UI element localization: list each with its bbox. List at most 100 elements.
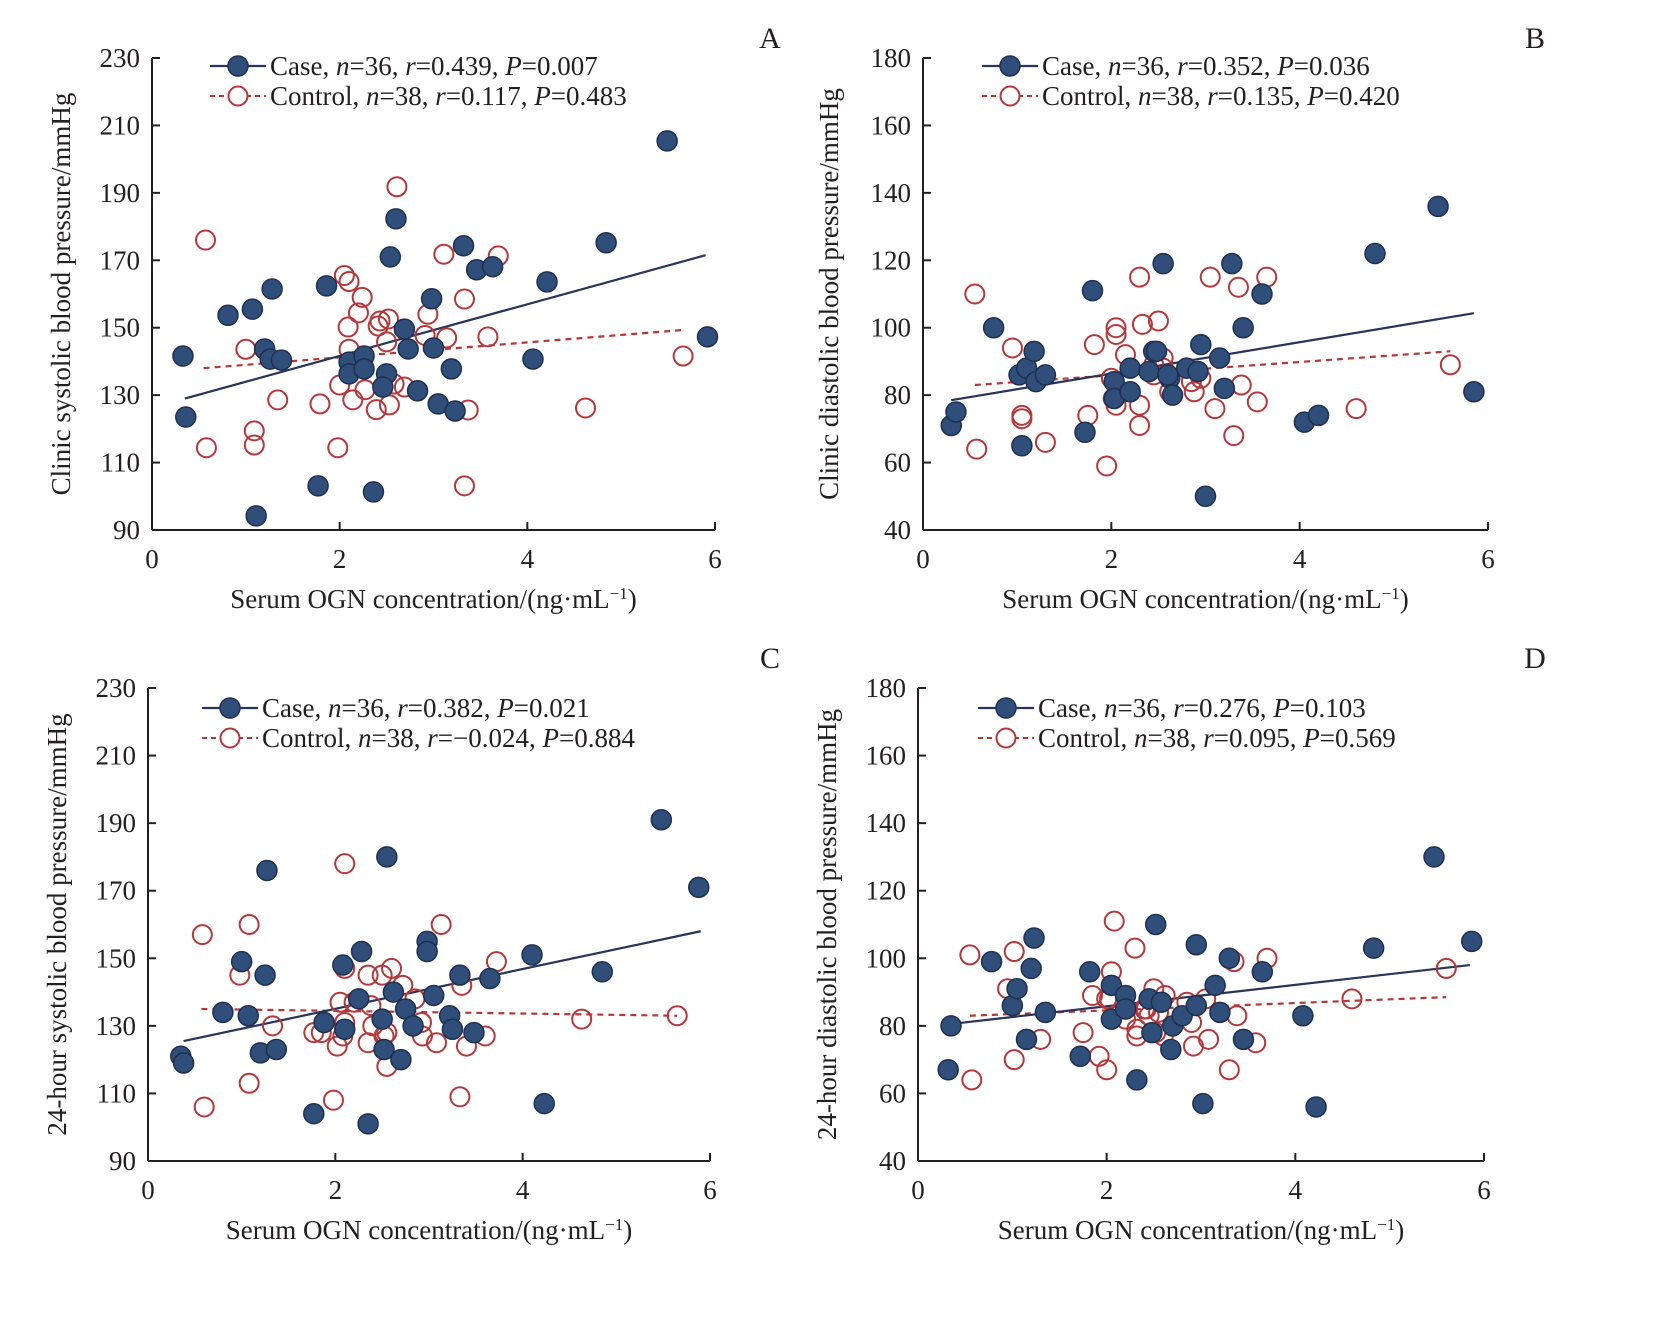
case-point xyxy=(595,232,617,254)
text-span: n xyxy=(328,693,342,723)
control-point xyxy=(1105,317,1127,339)
text-span: =0.569 xyxy=(1320,723,1396,753)
y-tick-label: 230 xyxy=(96,673,137,703)
case-point xyxy=(371,1008,393,1030)
control-point xyxy=(191,924,213,946)
case-point xyxy=(1208,347,1231,369)
case-fit-line xyxy=(183,930,701,1043)
y-tick-label: 60 xyxy=(879,1078,906,1108)
case-point xyxy=(1232,1028,1255,1051)
text-span: r xyxy=(1177,51,1188,81)
text-span: P xyxy=(504,51,522,81)
legend-control-marker xyxy=(999,85,1021,107)
control-point xyxy=(386,176,408,198)
control-fit-line xyxy=(201,1007,678,1017)
case-point xyxy=(1364,242,1386,265)
case-point xyxy=(1023,340,1045,363)
case-point xyxy=(940,1015,962,1037)
case-point xyxy=(1034,1001,1057,1024)
text-span: ) xyxy=(623,1215,632,1245)
text-span: P xyxy=(1306,81,1324,111)
y-tick-label: 90 xyxy=(113,515,140,545)
case-point xyxy=(1190,333,1212,356)
text-span: n xyxy=(358,723,372,753)
text-span: n xyxy=(1134,723,1148,753)
case-point xyxy=(303,1102,325,1125)
control-point xyxy=(1183,381,1205,403)
text-span: −1 xyxy=(1377,1215,1395,1234)
text-span: =0.117, xyxy=(446,81,534,111)
y-tick-label: 190 xyxy=(100,178,141,208)
case-point xyxy=(1074,421,1096,443)
text-span: =−0.024, xyxy=(438,723,543,753)
case-point xyxy=(1292,1004,1314,1027)
case-point xyxy=(372,376,394,398)
control-point xyxy=(365,399,387,421)
control-point xyxy=(235,338,257,360)
case-point xyxy=(449,964,471,986)
x-tick-label: 0 xyxy=(911,1175,925,1205)
control-point xyxy=(571,1008,593,1030)
case-point xyxy=(1194,485,1217,508)
case-point xyxy=(945,401,967,423)
text-span: n xyxy=(1104,693,1118,723)
y-tick-label: 140 xyxy=(866,808,907,838)
case-fit-line xyxy=(184,254,706,400)
y-tick-label: 150 xyxy=(96,943,137,973)
y-tick-label: 90 xyxy=(109,1146,136,1176)
legend-case-label: Case, n=36, r=0.352, P=0.036 xyxy=(1042,51,1370,81)
text-span: −1 xyxy=(610,584,628,603)
control-point xyxy=(1103,910,1125,932)
case-point xyxy=(1138,360,1160,383)
y-tick-label: 170 xyxy=(96,876,137,906)
case-point xyxy=(348,988,370,1010)
control-point xyxy=(1341,988,1363,1010)
control-point xyxy=(1199,266,1221,288)
case-point xyxy=(376,846,398,868)
case-point xyxy=(172,1052,195,1074)
control-point xyxy=(453,288,475,310)
y-tick-label: 160 xyxy=(871,110,912,140)
text-span: P xyxy=(1276,51,1294,81)
case-point xyxy=(656,130,678,152)
text-span: =38, xyxy=(1148,723,1204,753)
case-point xyxy=(1069,1045,1092,1068)
y-tick-label: 120 xyxy=(871,245,912,275)
case-point xyxy=(1423,846,1445,868)
control-point xyxy=(666,1005,688,1027)
control-point xyxy=(1246,391,1268,413)
case-point xyxy=(650,809,673,831)
x-axis-title: Serum OGN concentration/(ng·mL−1) xyxy=(230,584,637,615)
control-point xyxy=(1223,425,1245,447)
panel-letter: A xyxy=(759,22,781,55)
case-point xyxy=(420,287,443,310)
y-tick-label: 60 xyxy=(884,448,911,478)
control-point xyxy=(376,331,398,353)
control-point xyxy=(1345,398,1367,420)
case-point xyxy=(1160,1038,1182,1061)
x-tick-label: 4 xyxy=(521,544,535,574)
control-point xyxy=(381,957,403,979)
legend-control-label: Control, n=38, r=0.135, P=0.420 xyxy=(1042,81,1400,111)
text-span: P xyxy=(533,81,551,111)
control-point xyxy=(309,393,331,415)
control-point xyxy=(351,286,373,308)
text-span: P xyxy=(496,693,514,723)
legend-control-marker xyxy=(219,727,241,749)
text-span: r xyxy=(1203,723,1214,753)
legend-case-marker xyxy=(999,55,1021,77)
control-point xyxy=(194,229,216,251)
control-point xyxy=(1226,1005,1248,1027)
case-point xyxy=(393,318,416,340)
control-point xyxy=(337,316,359,338)
case-point xyxy=(1427,195,1449,218)
control-point xyxy=(369,310,391,332)
case-point xyxy=(362,481,385,503)
case-point xyxy=(1114,998,1137,1020)
y-tick-label: 230 xyxy=(100,43,141,73)
control-point xyxy=(959,944,981,966)
text-span: =0.884 xyxy=(559,723,635,753)
text-span: ) xyxy=(1400,584,1409,614)
